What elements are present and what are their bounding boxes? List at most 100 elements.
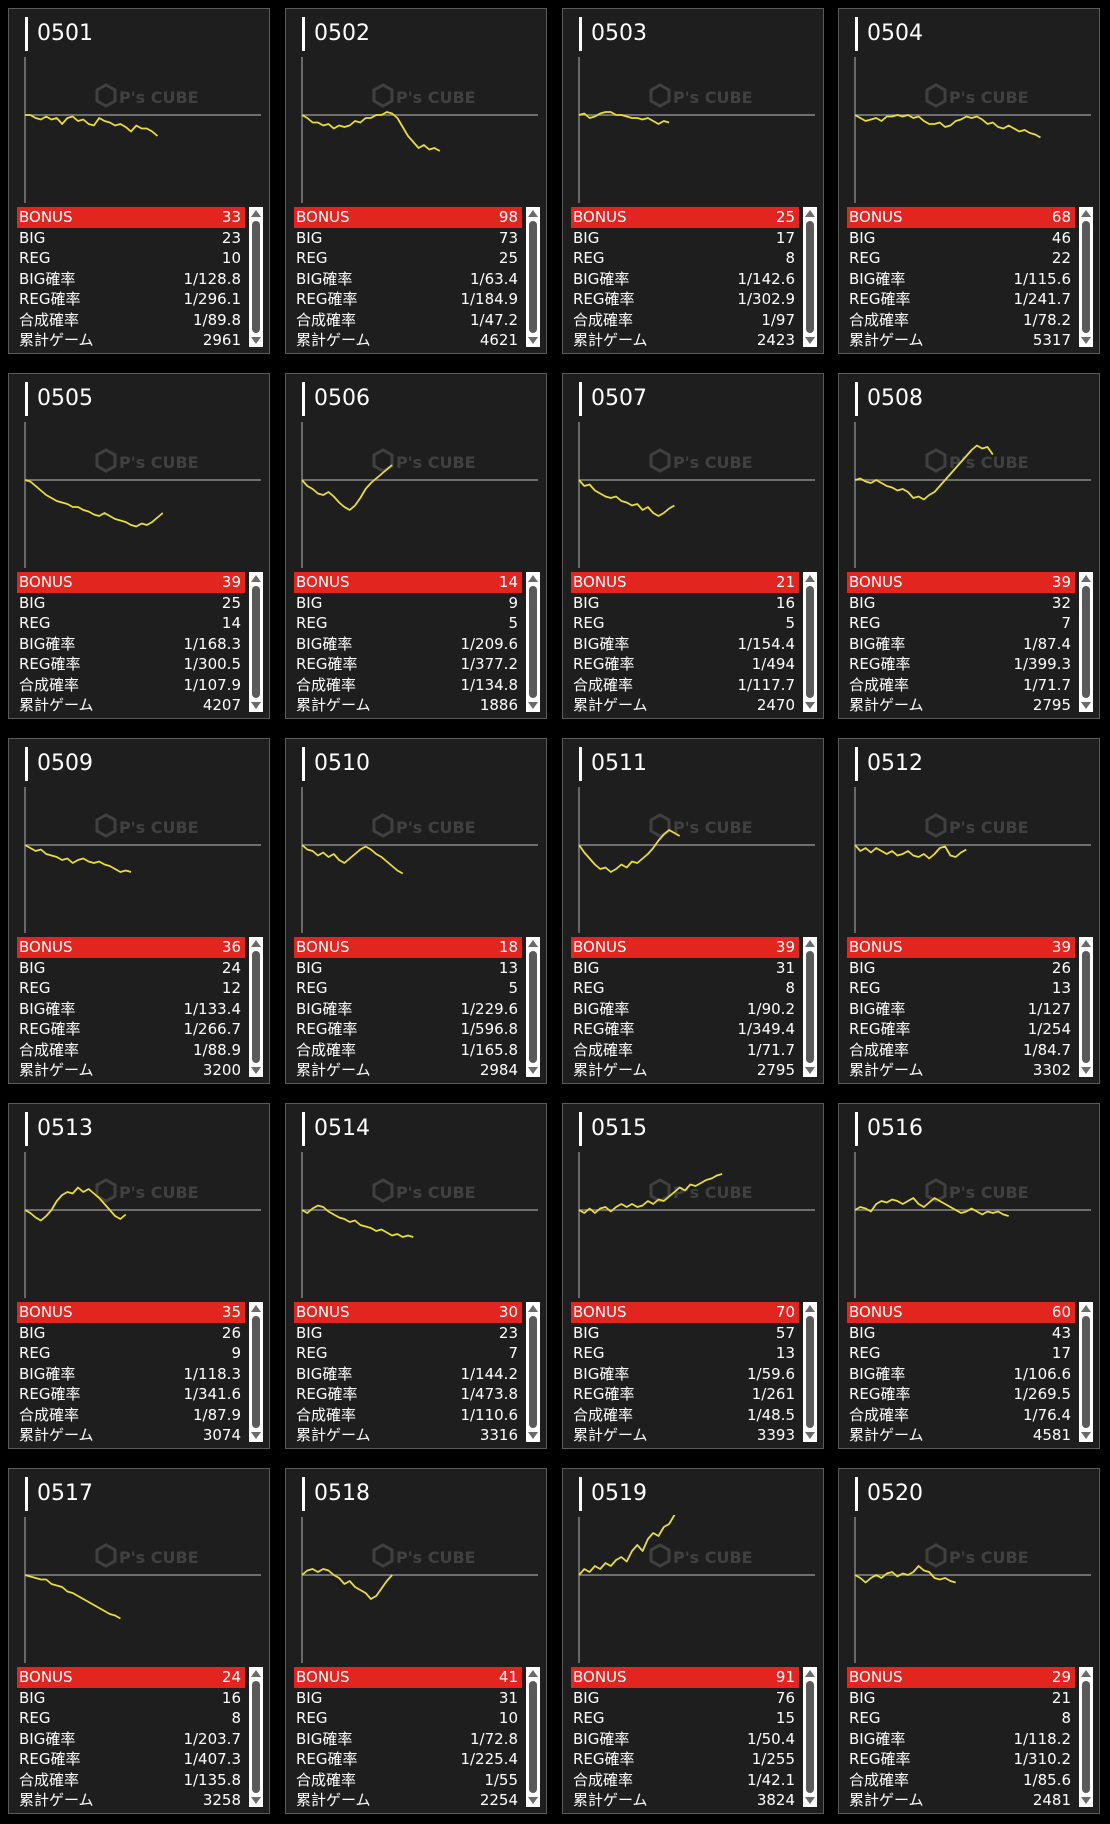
scroll-thumb[interactable]	[806, 951, 814, 1063]
stats-panel[interactable]: BONUS 60 BIG 43 REG 17 BIG確率 1/106.6 REG確率 1/269.…	[847, 1302, 1093, 1444]
machine-card[interactable]: 0505 P's CUBE BONUS 39 BIG 25 REG 14 BIG確率 1/168.…	[8, 373, 270, 719]
machine-card[interactable]: 0502 P's CUBE BONUS 98 BIG 73 REG 25 BIG確率 1/63.4…	[285, 8, 547, 354]
scroll-down-icon[interactable]	[1081, 337, 1091, 344]
scroll-down-icon[interactable]	[805, 337, 815, 344]
scroll-down-icon[interactable]	[251, 337, 261, 344]
scrollbar[interactable]	[526, 937, 540, 1077]
scrollbar[interactable]	[1079, 572, 1093, 712]
scroll-up-icon[interactable]	[1081, 1305, 1091, 1312]
stats-panel[interactable]: BONUS 36 BIG 24 REG 12 BIG確率 1/133.4 REG確率 1/266.…	[17, 937, 263, 1079]
scrollbar[interactable]	[526, 572, 540, 712]
scroll-up-icon[interactable]	[1081, 575, 1091, 582]
scrollbar[interactable]	[803, 1302, 817, 1442]
scroll-up-icon[interactable]	[528, 1670, 538, 1677]
scroll-down-icon[interactable]	[1081, 1067, 1091, 1074]
scroll-thumb[interactable]	[1082, 586, 1090, 698]
scroll-thumb[interactable]	[252, 221, 260, 333]
scrollbar[interactable]	[1079, 207, 1093, 347]
scroll-up-icon[interactable]	[1081, 210, 1091, 217]
scrollbar[interactable]	[1079, 1667, 1093, 1807]
scroll-up-icon[interactable]	[528, 1305, 538, 1312]
machine-card[interactable]: 0503 P's CUBE BONUS 25 BIG 17 REG 8 BIG確率 1/142.6…	[562, 8, 824, 354]
scrollbar[interactable]	[249, 572, 263, 712]
scroll-thumb[interactable]	[529, 586, 537, 698]
stats-panel[interactable]: BONUS 91 BIG 76 REG 15 BIG確率 1/50.4 REG確率 1/255 合成…	[571, 1667, 817, 1809]
scroll-up-icon[interactable]	[251, 210, 261, 217]
scroll-down-icon[interactable]	[528, 1432, 538, 1439]
machine-card[interactable]: 0509 P's CUBE BONUS 36 BIG 24 REG 12 BIG確率 1/133.…	[8, 738, 270, 1084]
stats-panel[interactable]: BONUS 30 BIG 23 REG 7 BIG確率 1/144.2 REG確率 1/473.8…	[294, 1302, 540, 1444]
stats-panel[interactable]: BONUS 21 BIG 16 REG 5 BIG確率 1/154.4 REG確率 1/494 合成…	[571, 572, 817, 714]
scroll-down-icon[interactable]	[1081, 702, 1091, 709]
scroll-up-icon[interactable]	[251, 1670, 261, 1677]
scroll-thumb[interactable]	[1082, 1316, 1090, 1428]
scroll-up-icon[interactable]	[805, 210, 815, 217]
scroll-thumb[interactable]	[252, 586, 260, 698]
stats-panel[interactable]: BONUS 41 BIG 31 REG 10 BIG確率 1/72.8 REG確率 1/225.4…	[294, 1667, 540, 1809]
machine-card[interactable]: 0518 P's CUBE BONUS 41 BIG 31 REG 10 BIG確率 1/72.8…	[285, 1468, 547, 1814]
stats-panel[interactable]: BONUS 18 BIG 13 REG 5 BIG確率 1/229.6 REG確率 1/596.8…	[294, 937, 540, 1079]
scroll-thumb[interactable]	[529, 1316, 537, 1428]
scroll-down-icon[interactable]	[805, 1432, 815, 1439]
scrollbar[interactable]	[249, 207, 263, 347]
stats-panel[interactable]: BONUS 29 BIG 21 REG 8 BIG確率 1/118.2 REG確率 1/310.2…	[847, 1667, 1093, 1809]
scrollbar[interactable]	[803, 207, 817, 347]
stats-panel[interactable]: BONUS 68 BIG 46 REG 22 BIG確率 1/115.6 REG確率 1/241.…	[847, 207, 1093, 349]
scroll-down-icon[interactable]	[528, 337, 538, 344]
scroll-up-icon[interactable]	[251, 575, 261, 582]
scroll-up-icon[interactable]	[805, 575, 815, 582]
machine-card[interactable]: 0504 P's CUBE BONUS 68 BIG 46 REG 22 BIG確率 1/115.…	[838, 8, 1100, 354]
stats-panel[interactable]: BONUS 39 BIG 32 REG 7 BIG確率 1/87.4 REG確率 1/399.3 合…	[847, 572, 1093, 714]
scroll-up-icon[interactable]	[528, 940, 538, 947]
scroll-thumb[interactable]	[252, 1316, 260, 1428]
scroll-thumb[interactable]	[529, 221, 537, 333]
scroll-up-icon[interactable]	[805, 1305, 815, 1312]
scroll-down-icon[interactable]	[805, 702, 815, 709]
machine-card[interactable]: 0508 P's CUBE BONUS 39 BIG 32 REG 7 BIG確率 1/87.4 R…	[838, 373, 1100, 719]
scroll-thumb[interactable]	[806, 586, 814, 698]
machine-card[interactable]: 0517 P's CUBE BONUS 24 BIG 16 REG 8 BIG確率 1/203.7…	[8, 1468, 270, 1814]
stats-panel[interactable]: BONUS 70 BIG 57 REG 13 BIG確率 1/59.6 REG確率 1/261 合成…	[571, 1302, 817, 1444]
machine-card[interactable]: 0506 P's CUBE BONUS 14 BIG 9 REG 5 BIG確率 1/209.6 R…	[285, 373, 547, 719]
scrollbar[interactable]	[1079, 937, 1093, 1077]
scroll-thumb[interactable]	[252, 951, 260, 1063]
scroll-up-icon[interactable]	[251, 940, 261, 947]
scroll-thumb[interactable]	[1082, 1681, 1090, 1793]
scrollbar[interactable]	[526, 207, 540, 347]
scroll-down-icon[interactable]	[1081, 1432, 1091, 1439]
scroll-thumb[interactable]	[529, 1681, 537, 1793]
scrollbar[interactable]	[526, 1667, 540, 1807]
machine-card[interactable]: 0520 P's CUBE BONUS 29 BIG 21 REG 8 BIG確率 1/118.2…	[838, 1468, 1100, 1814]
scroll-down-icon[interactable]	[251, 702, 261, 709]
scroll-up-icon[interactable]	[1081, 1670, 1091, 1677]
scroll-down-icon[interactable]	[251, 1432, 261, 1439]
machine-card[interactable]: 0519 P's CUBE BONUS 91 BIG 76 REG 15 BIG確率 1/50.4…	[562, 1468, 824, 1814]
scrollbar[interactable]	[803, 1667, 817, 1807]
scroll-up-icon[interactable]	[1081, 940, 1091, 947]
machine-card[interactable]: 0513 P's CUBE BONUS 35 BIG 26 REG 9 BIG確率 1/118.3…	[8, 1103, 270, 1449]
machine-card[interactable]: 0501 P's CUBE BONUS 33 BIG 23 REG 10 BIG確率 1/128.…	[8, 8, 270, 354]
scroll-down-icon[interactable]	[251, 1797, 261, 1804]
scroll-thumb[interactable]	[806, 1681, 814, 1793]
machine-card[interactable]: 0514 P's CUBE BONUS 30 BIG 23 REG 7 BIG確率 1/144.2…	[285, 1103, 547, 1449]
scrollbar[interactable]	[249, 1302, 263, 1442]
scroll-thumb[interactable]	[1082, 221, 1090, 333]
machine-card[interactable]: 0516 P's CUBE BONUS 60 BIG 43 REG 17 BIG確率 1/106.…	[838, 1103, 1100, 1449]
stats-panel[interactable]: BONUS 35 BIG 26 REG 9 BIG確率 1/118.3 REG確率 1/341.6…	[17, 1302, 263, 1444]
machine-card[interactable]: 0511 P's CUBE BONUS 39 BIG 31 REG 8 BIG確率 1/90.2 R…	[562, 738, 824, 1084]
scrollbar[interactable]	[803, 937, 817, 1077]
scroll-down-icon[interactable]	[805, 1797, 815, 1804]
scrollbar[interactable]	[803, 572, 817, 712]
machine-card[interactable]: 0507 P's CUBE BONUS 21 BIG 16 REG 5 BIG確率 1/154.4…	[562, 373, 824, 719]
stats-panel[interactable]: BONUS 39 BIG 31 REG 8 BIG確率 1/90.2 REG確率 1/349.4 合…	[571, 937, 817, 1079]
scroll-down-icon[interactable]	[528, 1797, 538, 1804]
scrollbar[interactable]	[1079, 1302, 1093, 1442]
scroll-up-icon[interactable]	[528, 210, 538, 217]
scrollbar[interactable]	[526, 1302, 540, 1442]
scroll-down-icon[interactable]	[528, 1067, 538, 1074]
scroll-down-icon[interactable]	[528, 702, 538, 709]
machine-card[interactable]: 0510 P's CUBE BONUS 18 BIG 13 REG 5 BIG確率 1/229.6…	[285, 738, 547, 1084]
stats-panel[interactable]: BONUS 98 BIG 73 REG 25 BIG確率 1/63.4 REG確率 1/184.9…	[294, 207, 540, 349]
scroll-thumb[interactable]	[1082, 951, 1090, 1063]
scroll-thumb[interactable]	[252, 1681, 260, 1793]
